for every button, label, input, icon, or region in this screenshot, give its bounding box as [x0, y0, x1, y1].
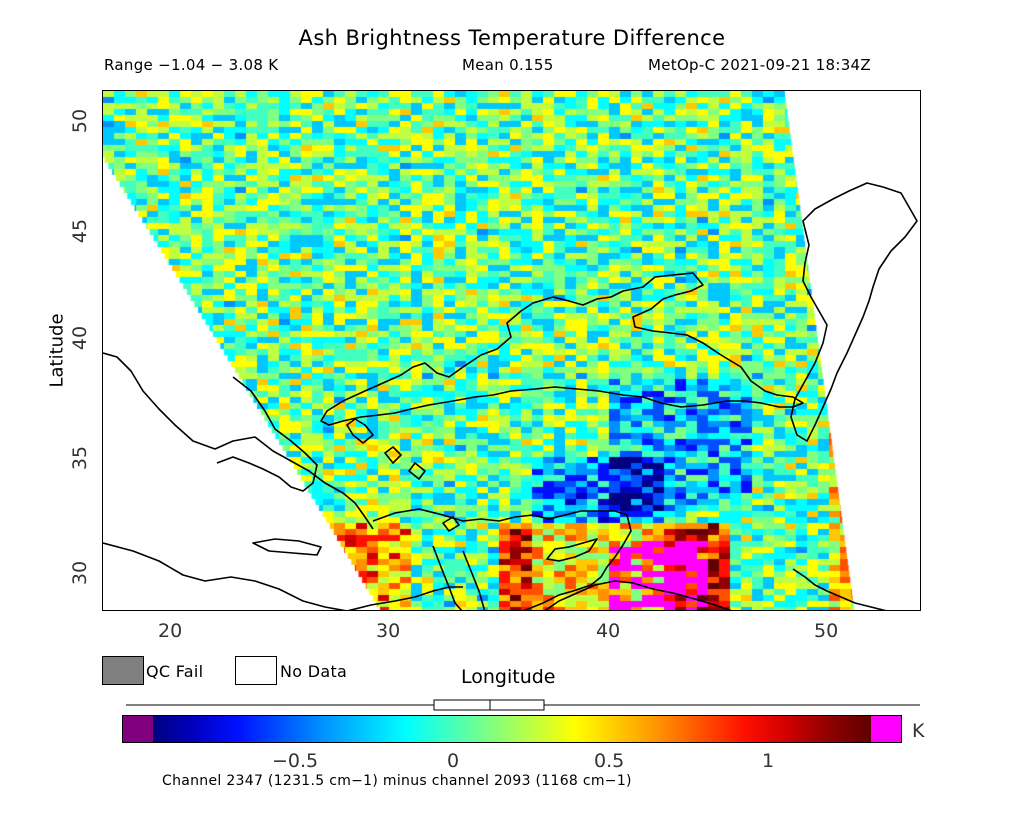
slider-handle-left[interactable]: [433, 699, 491, 711]
greece-coast: [216, 376, 318, 492]
colorbar-tick-label: 0.5: [594, 750, 625, 772]
y-tick-label: 30: [69, 560, 92, 586]
arabia-border: [544, 580, 732, 610]
y-tick-label: 45: [69, 218, 92, 244]
colorbar-over-swatch: [871, 716, 901, 742]
x-tick-label: 20: [158, 620, 183, 642]
red-sea-gulfs: [432, 545, 486, 610]
mean-label: Mean 0.155: [462, 56, 554, 74]
y-tick-label: 35: [69, 445, 92, 471]
turkey-south-coast: [372, 508, 632, 610]
cyprus: [546, 538, 598, 562]
colorbar-tick-label: −0.5: [272, 750, 319, 772]
persian-gulf-coast: [792, 568, 887, 610]
colorbar-tick-label: 1: [762, 750, 775, 772]
y-axis-label: Latitude: [46, 313, 68, 388]
colorbar-unit: K: [912, 720, 925, 742]
x-tick-label: 40: [596, 620, 621, 642]
colorbar-gradient: [153, 716, 871, 742]
colorbar: [122, 715, 902, 743]
nile-delta-coast: [347, 586, 463, 610]
y-tick-label: 50: [69, 108, 92, 134]
x-tick-label: 50: [814, 620, 839, 642]
no-data-swatch: [235, 656, 277, 685]
caspian-sea: [790, 182, 918, 442]
channel-caption: Channel 2347 (1231.5 cm−1) minus channel…: [162, 773, 632, 789]
x-axis-label: Longitude: [461, 666, 556, 688]
y-tick-label: 40: [69, 325, 92, 351]
ash-btd-swath: [103, 91, 920, 610]
coastlines: [103, 182, 918, 610]
qc-fail-swatch: [102, 656, 144, 685]
slider-handle-right[interactable]: [489, 699, 545, 711]
colorbar-tick-label: 0: [447, 750, 460, 772]
range-label: Range −1.04 − 3.08 K: [104, 56, 279, 74]
qc-fail-label: QC Fail: [146, 662, 204, 681]
libya-egypt-coast: [103, 542, 346, 610]
crete: [252, 538, 322, 556]
black-sea-coast: [320, 272, 804, 426]
satellite-time-label: MetOp-C 2021-09-21 18:34Z: [648, 56, 871, 74]
balkans-coast: [103, 352, 374, 530]
aegean-islands: [346, 418, 460, 532]
no-data-label: No Data: [280, 662, 348, 681]
map-plot-area[interactable]: [102, 90, 921, 611]
colorbar-under-swatch: [123, 716, 153, 742]
range-slider[interactable]: [122, 698, 924, 712]
x-tick-label: 30: [376, 620, 401, 642]
chart-title: Ash Brightness Temperature Difference: [298, 26, 726, 50]
